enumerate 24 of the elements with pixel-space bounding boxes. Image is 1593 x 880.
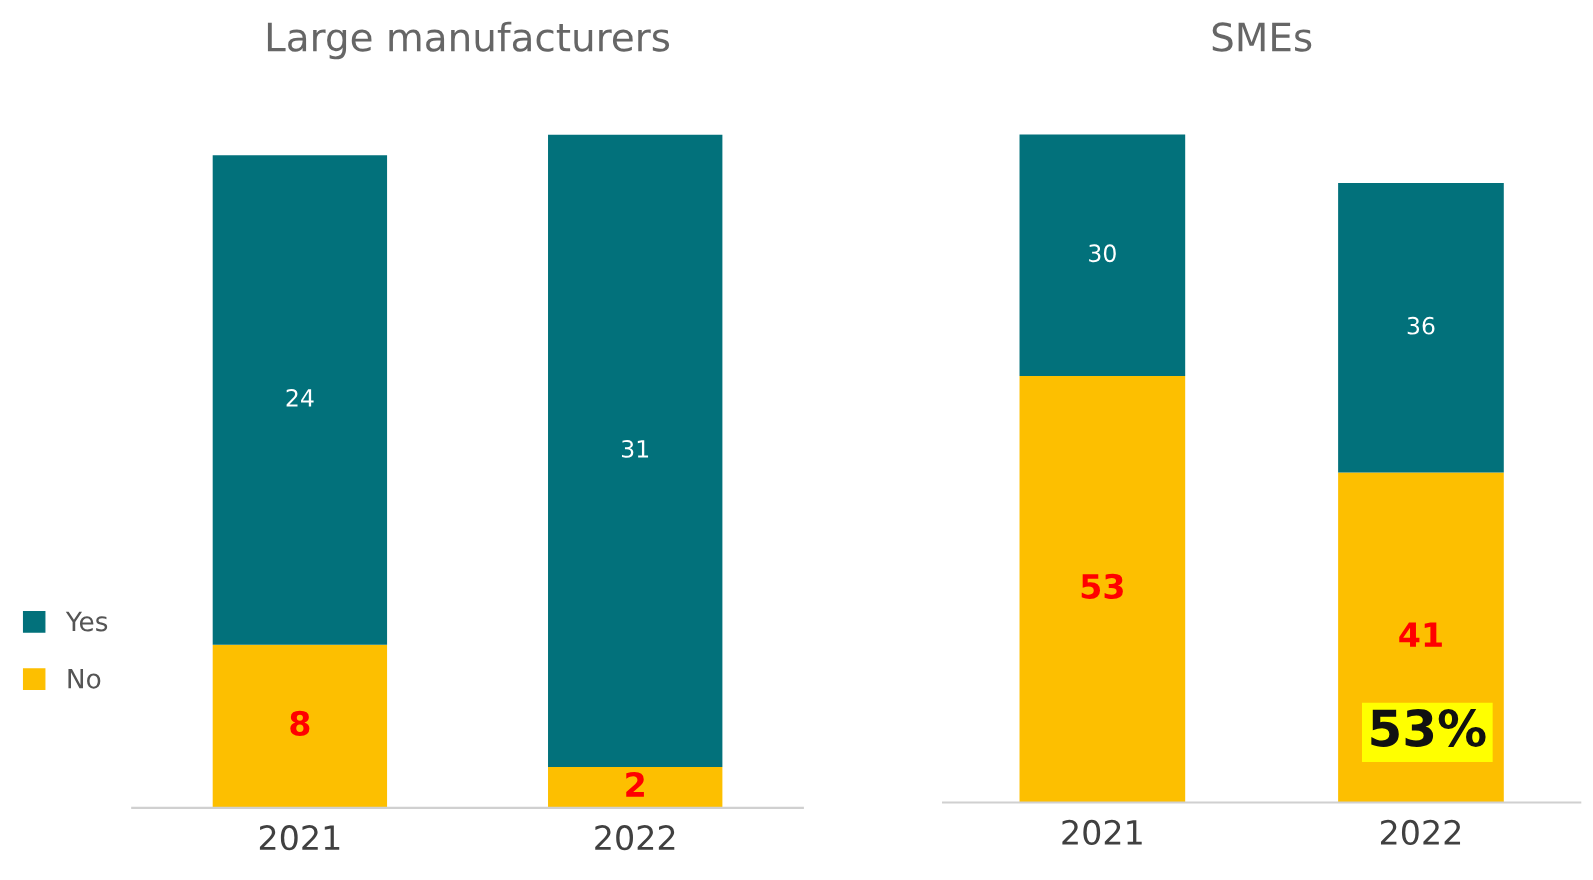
- bar: [212, 155, 388, 645]
- data-label: 31: [621, 439, 649, 458]
- data-label: 24: [286, 388, 314, 407]
- chart-title: Large manufacturers: [267, 21, 670, 60]
- bar: [548, 134, 723, 768]
- x-tick-label: 2021: [1062, 819, 1142, 846]
- chart-title: SMEs: [1212, 22, 1312, 52]
- data-label: 30: [1089, 244, 1116, 263]
- x-tick-label: 2021: [259, 825, 340, 851]
- legend-label: No: [68, 669, 101, 689]
- x-tick-label: 2022: [595, 825, 675, 851]
- bar: [548, 767, 723, 808]
- legend-label: Yes: [65, 611, 108, 632]
- data-label: 2: [626, 771, 644, 797]
- data-label: 8: [290, 710, 310, 736]
- bar: [1019, 134, 1186, 377]
- bar: [1019, 376, 1186, 803]
- data-label: 41: [1399, 622, 1442, 647]
- x-tick-label: 2022: [1380, 819, 1461, 846]
- bar: [212, 644, 388, 808]
- data-label: 53: [1081, 573, 1123, 599]
- annotation: 53%: [1371, 709, 1486, 747]
- bar: [1338, 182, 1504, 473]
- data-label: 36: [1407, 316, 1435, 335]
